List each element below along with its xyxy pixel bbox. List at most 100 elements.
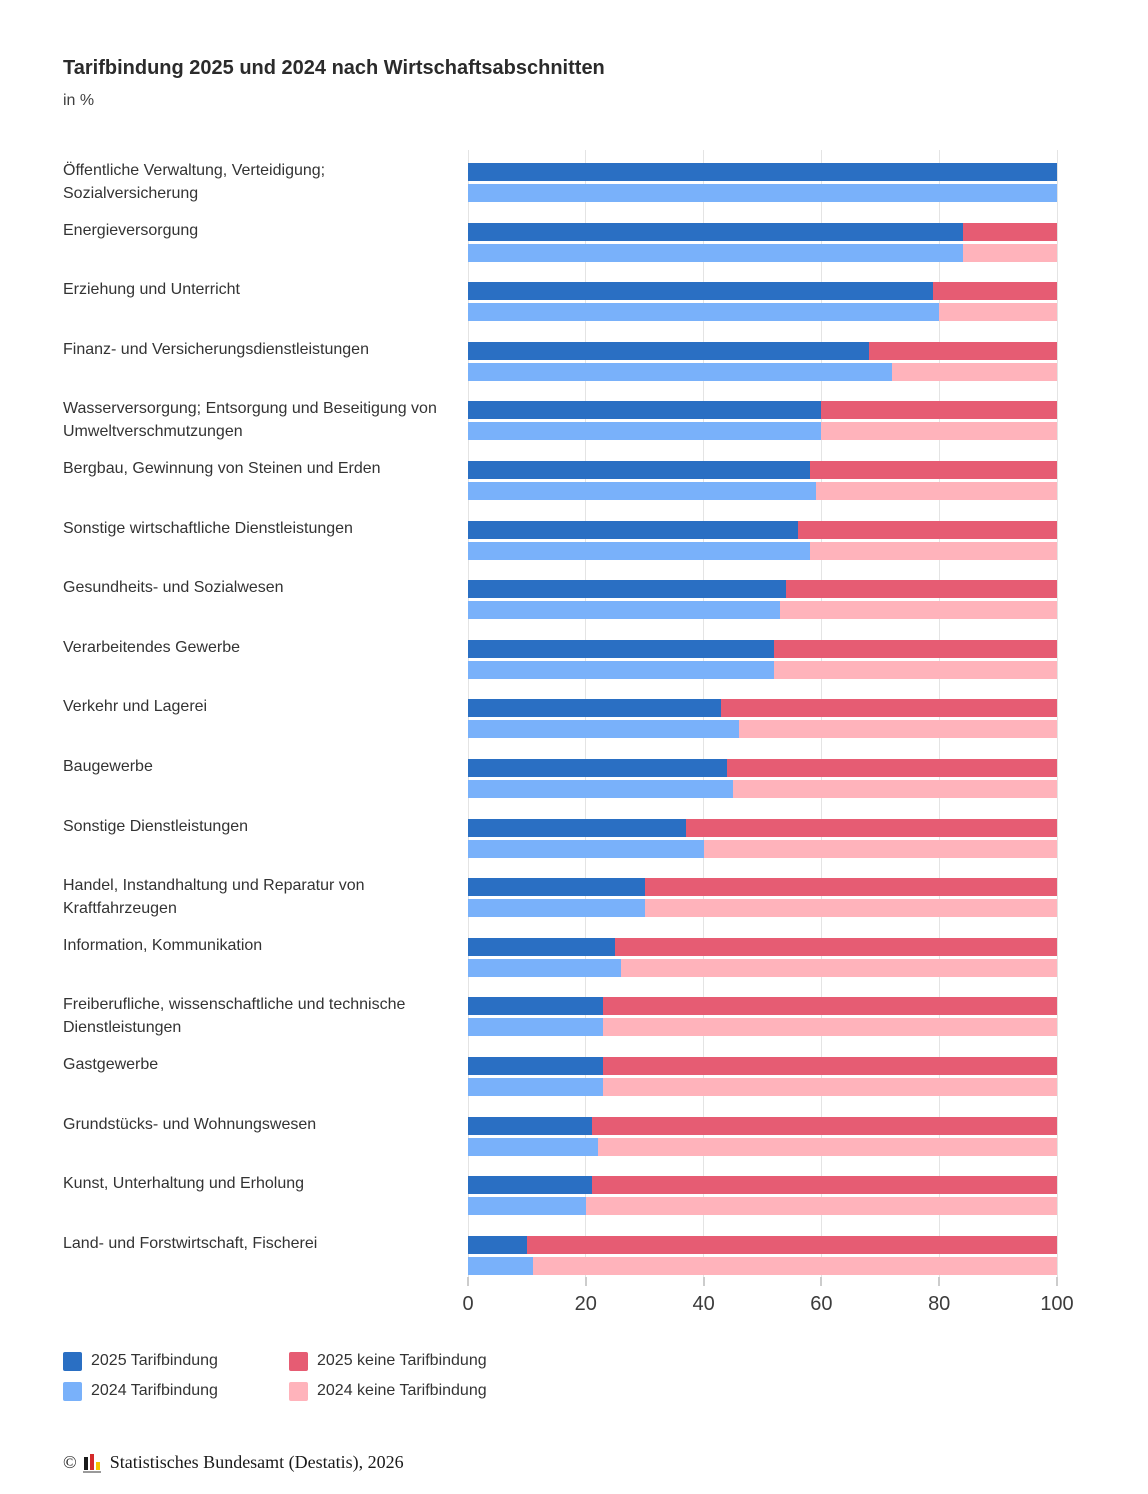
bar-2024 <box>468 720 1057 739</box>
category-bars <box>468 1176 1057 1216</box>
category-label: Bergbau, Gewinnung von Steinen und Erden <box>63 459 381 477</box>
destatis-logo-icon <box>82 1453 103 1473</box>
chart-row: Freiberufliche, wissenschaftliche und te… <box>0 996 1148 1057</box>
bar-2025-keine-tarifbindung-segment <box>774 639 1057 658</box>
category-label: Energieversorgung <box>63 221 199 239</box>
bar-2024-keine-tarifbindung-segment <box>774 660 1057 679</box>
category-label: Baugewerbe <box>63 757 153 775</box>
bar-2025-keine-tarifbindung-segment <box>615 937 1057 956</box>
x-axis: 0 20 40 60 80 100 <box>462 1277 1074 1337</box>
bar-2024-tarifbindung-segment <box>468 1077 604 1096</box>
bar-2025-tarifbindung-segment <box>468 401 822 420</box>
bar-2024-tarifbindung-segment <box>468 362 893 381</box>
bar-2024 <box>468 422 1057 441</box>
copyright-symbol: © <box>63 1452 77 1472</box>
bar-2024 <box>468 1077 1057 1096</box>
legend-label: 2025 keine Tarifbindung <box>317 1352 487 1369</box>
bar-2024-tarifbindung-segment <box>468 422 822 441</box>
x-tick <box>1056 1277 1058 1286</box>
x-tick <box>467 1277 469 1286</box>
bar-2025-keine-tarifbindung-segment <box>797 520 1057 539</box>
x-tick <box>702 1277 705 1286</box>
chart-row: Bergbau, Gewinnung von Steinen und Erden <box>0 460 1148 521</box>
chart-row: Kunst, Unterhaltung und Erholung <box>0 1175 1148 1236</box>
gridline <box>1056 150 1058 1277</box>
bar-2024 <box>468 601 1057 620</box>
bar-2024-tarifbindung-segment <box>468 541 810 560</box>
chart-row: Öffentliche Verwaltung, Verteidigung; So… <box>0 162 1148 223</box>
bar-2025-keine-tarifbindung-segment <box>721 699 1057 718</box>
legend-swatch <box>63 1381 82 1401</box>
legend-label: 2024 keine Tarifbindung <box>317 1382 487 1399</box>
category-bars <box>468 341 1057 381</box>
x-tick-label: 20 <box>574 1293 597 1315</box>
bar-2024-tarifbindung-segment <box>468 839 704 858</box>
category-bars <box>468 580 1057 620</box>
category-label: Gesundheits- und Sozialwesen <box>63 579 284 597</box>
bar-2025 <box>468 341 1057 360</box>
bar-2025-keine-tarifbindung-segment <box>603 997 1057 1016</box>
bar-2024-tarifbindung-segment <box>468 1018 604 1037</box>
x-tick-label: 80 <box>928 1293 951 1315</box>
bar-2024-keine-tarifbindung-segment <box>892 362 1057 381</box>
bar-2024-tarifbindung-segment <box>468 243 963 262</box>
page-title: Tarifbindung 2025 und 2024 nach Wirtscha… <box>63 57 605 79</box>
bar-2025 <box>468 699 1057 718</box>
bar-2025 <box>468 818 1057 837</box>
bar-2025-tarifbindung-segment <box>468 341 869 360</box>
bar-2024 <box>468 1256 1057 1275</box>
bar-2024 <box>468 1137 1057 1156</box>
chart-row: Information, Kommunikation <box>0 937 1148 998</box>
bar-2025 <box>468 937 1057 956</box>
category-bars <box>468 699 1057 739</box>
chart-row: Erziehung und Unterricht <box>0 281 1148 342</box>
bar-2025-keine-tarifbindung-segment <box>962 222 1057 241</box>
x-tick-label: 60 <box>810 1293 833 1315</box>
chart-row: Verarbeitendes Gewerbe <box>0 639 1148 700</box>
chart-row: Wasserversorgung; Entsorgung und Beseiti… <box>0 400 1148 461</box>
bar-2025-keine-tarifbindung-segment <box>685 818 1057 837</box>
chart-row: Baugewerbe <box>0 758 1148 819</box>
category-label: Land- und Forstwirtschaft, Fischerei <box>63 1234 318 1252</box>
legend: 2025 Tarifbindung 2024 Tarifbindung 2025 k… <box>63 1346 487 1406</box>
bar-2024 <box>468 1197 1057 1216</box>
bar-2024 <box>468 362 1057 381</box>
bar-2024-tarifbindung-segment <box>468 958 622 977</box>
bar-2025-tarifbindung-segment <box>468 997 604 1016</box>
bar-2025-tarifbindung-segment <box>468 1235 527 1254</box>
bar-2025-keine-tarifbindung-segment <box>526 1235 1057 1254</box>
bar-2024-keine-tarifbindung-segment <box>780 601 1057 620</box>
bar-2025 <box>468 758 1057 777</box>
bar-2025-keine-tarifbindung-segment <box>821 401 1057 420</box>
bar-2024 <box>468 1018 1057 1037</box>
bar-2024 <box>468 660 1057 679</box>
bar-2025 <box>468 222 1057 241</box>
bar-2024 <box>468 839 1057 858</box>
bar-2025-tarifbindung-segment <box>468 222 963 241</box>
chart-row: Gastgewerbe <box>0 1056 1148 1117</box>
category-label: Verarbeitendes Gewerbe <box>63 638 240 656</box>
category-bars <box>468 937 1057 977</box>
bar-2025-tarifbindung-segment <box>468 1056 604 1075</box>
bar-2025 <box>468 460 1057 479</box>
bar-2024-keine-tarifbindung-segment <box>644 899 1057 918</box>
bar-2024 <box>468 779 1057 798</box>
category-bars <box>468 878 1057 918</box>
chart-rows: Öffentliche Verwaltung, Verteidigung; So… <box>0 162 1148 1295</box>
category-label: Sonstige wirtschaftliche Dienstleistunge… <box>63 519 353 537</box>
source-text: Statistisches Bundesamt (Destatis), 2026 <box>109 1452 404 1472</box>
bar-2024-tarifbindung-segment <box>468 1256 533 1275</box>
category-label: Erziehung und Unterricht <box>63 281 240 299</box>
category-bars <box>468 818 1057 858</box>
chart-row: Sonstige wirtschaftliche Dienstleistunge… <box>0 520 1148 581</box>
bar-2024-keine-tarifbindung-segment <box>821 422 1057 441</box>
bar-2025 <box>468 1056 1057 1075</box>
bar-2025-tarifbindung-segment <box>468 878 645 897</box>
bar-2024-tarifbindung-segment <box>468 1137 598 1156</box>
category-bars <box>468 520 1057 560</box>
category-label: Handel, Instandhaltung und Reparatur von… <box>63 877 365 918</box>
bar-2025-tarifbindung-segment <box>468 163 1057 181</box>
bar-2024-tarifbindung-segment <box>468 779 734 798</box>
bar-2025-keine-tarifbindung-segment <box>727 758 1057 777</box>
bar-2025-tarifbindung-segment <box>468 699 722 718</box>
